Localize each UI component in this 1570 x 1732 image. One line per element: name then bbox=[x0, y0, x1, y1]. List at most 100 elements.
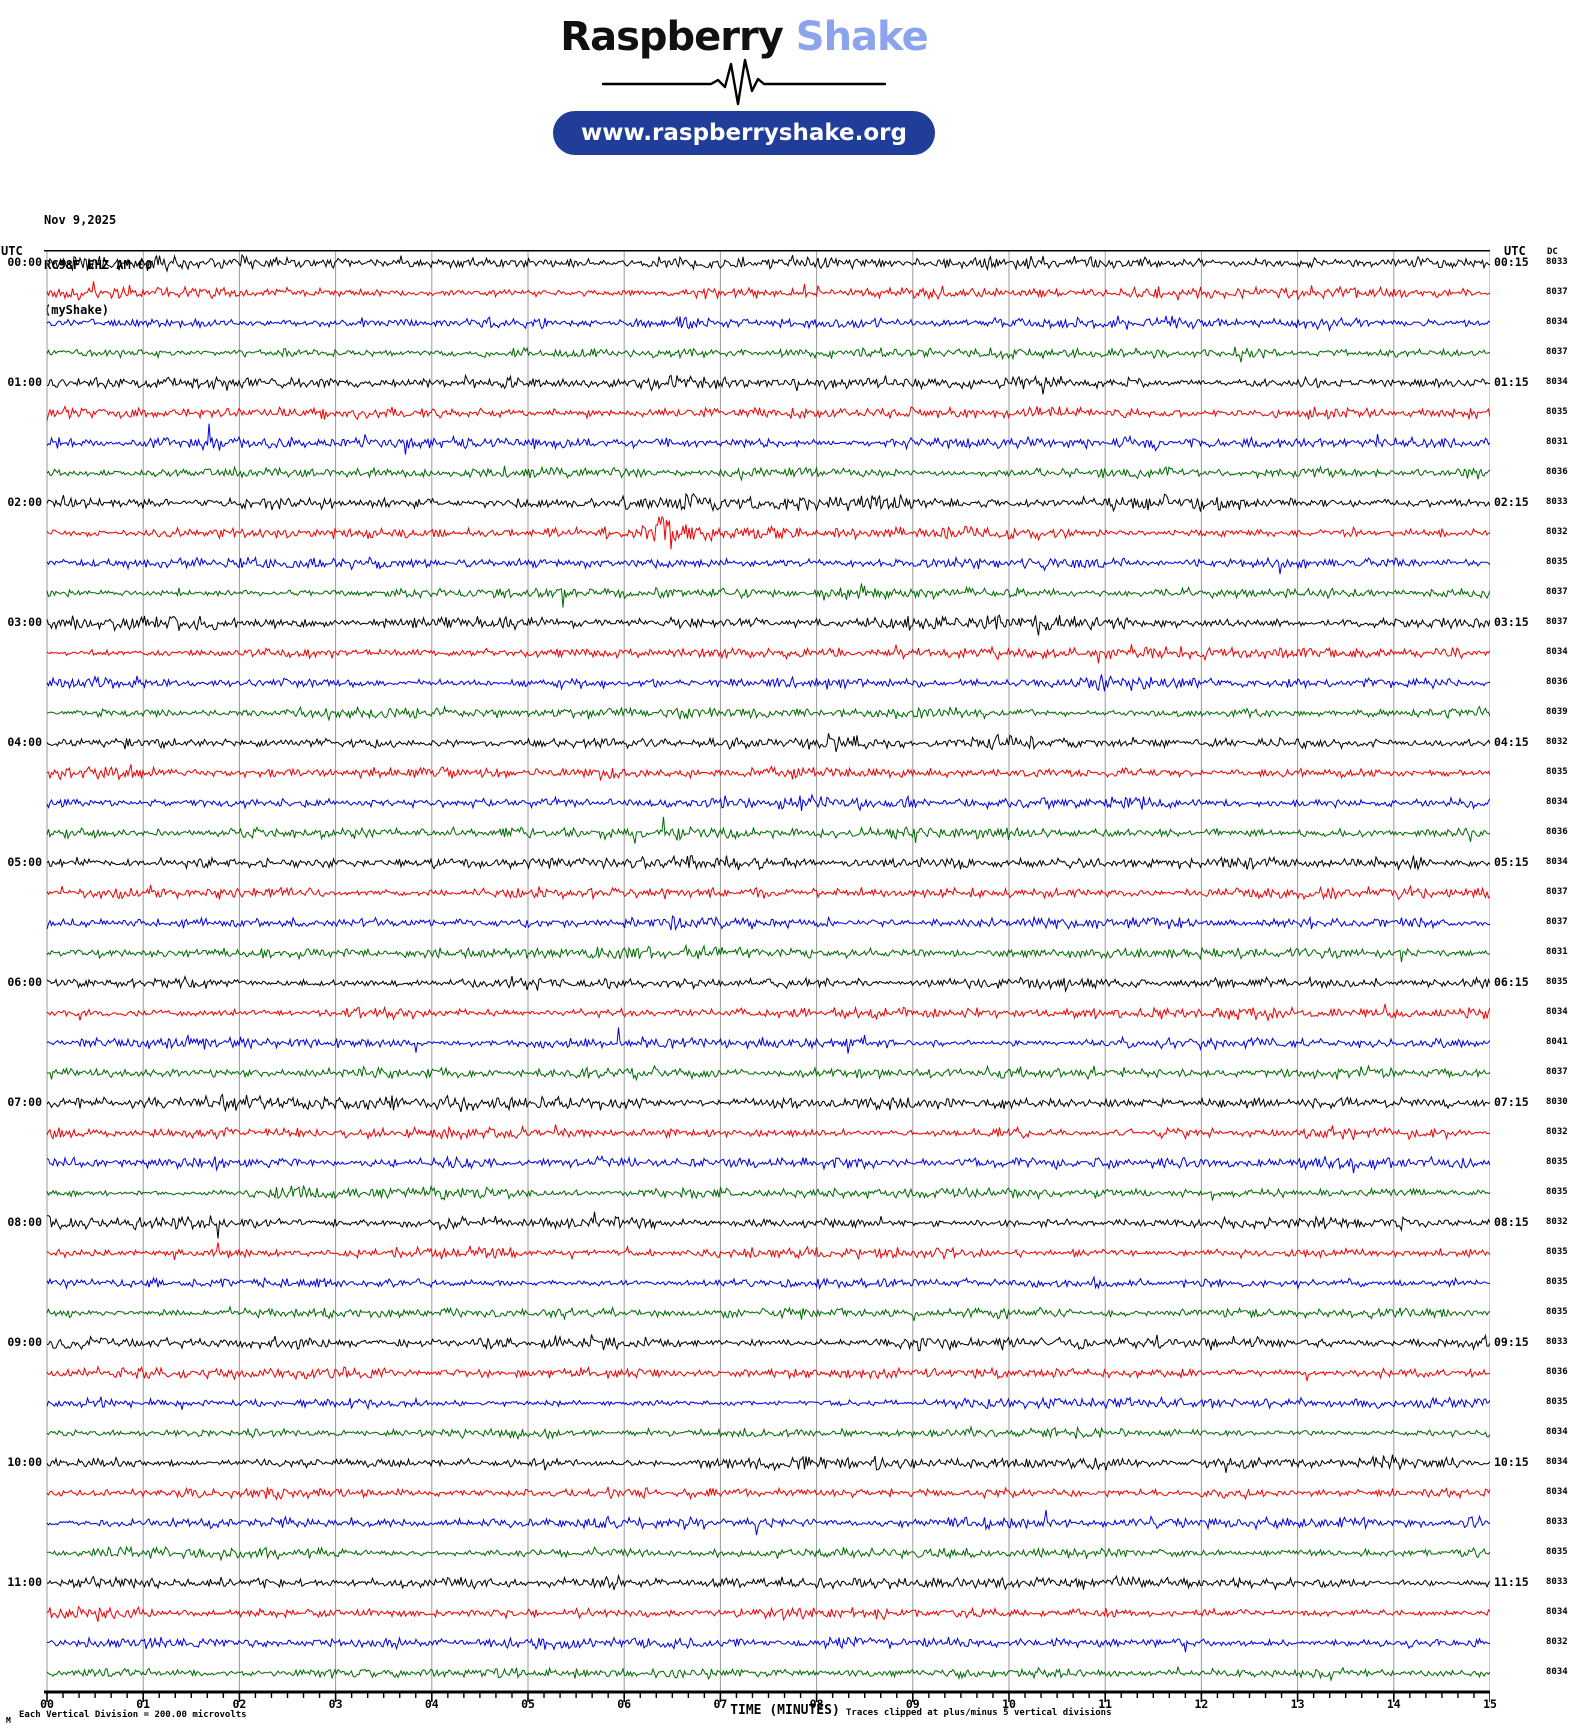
dc-value-row-6: 8031 bbox=[1546, 437, 1568, 447]
clip-note: Traces clipped at plus/minus 5 vertical … bbox=[846, 1708, 1112, 1718]
hour-label-right-07:15: 07:15 bbox=[1494, 1095, 1529, 1109]
hour-label-left-02:00: 02:00 bbox=[7, 495, 42, 509]
trace-row-39 bbox=[46, 1425, 1491, 1441]
dc-value-row-45: 8034 bbox=[1546, 1607, 1568, 1617]
trace-row-21 bbox=[46, 884, 1491, 901]
helicorder-svg bbox=[44, 250, 1491, 1702]
dc-value-row-12: 8037 bbox=[1546, 617, 1568, 627]
minute-label-10: 10 bbox=[1002, 1697, 1016, 1711]
header: Raspberry Shake www.raspberryshake.org bbox=[0, 0, 1488, 155]
dc-value-row-34: 8035 bbox=[1546, 1277, 1568, 1287]
trace-row-14 bbox=[46, 674, 1491, 692]
minute-label-05: 05 bbox=[521, 1697, 535, 1711]
dc-value-row-28: 8030 bbox=[1546, 1097, 1568, 1107]
dc-value-row-44: 8033 bbox=[1546, 1577, 1568, 1587]
hour-label-right-09:15: 09:15 bbox=[1494, 1335, 1529, 1349]
dc-value-row-17: 8035 bbox=[1546, 767, 1568, 777]
trace-row-42 bbox=[46, 1510, 1491, 1536]
trace-row-38 bbox=[46, 1395, 1491, 1411]
minute-label-08: 08 bbox=[809, 1697, 824, 1711]
hour-label-left-00:00: 00:00 bbox=[7, 255, 42, 269]
trace-row-40 bbox=[46, 1454, 1491, 1473]
dc-value-row-41: 8034 bbox=[1546, 1487, 1568, 1497]
trace-row-35 bbox=[46, 1305, 1491, 1321]
hour-label-left-04:00: 04:00 bbox=[7, 735, 42, 749]
dc-value-row-29: 8032 bbox=[1546, 1127, 1568, 1137]
hour-label-right-03:15: 03:15 bbox=[1494, 615, 1529, 629]
trace-row-16 bbox=[46, 733, 1491, 752]
trace-row-29 bbox=[46, 1124, 1491, 1141]
hour-label-right-08:15: 08:15 bbox=[1494, 1215, 1529, 1229]
minute-label-03: 03 bbox=[328, 1697, 343, 1711]
website-link-button[interactable]: www.raspberryshake.org bbox=[553, 111, 935, 155]
dc-value-row-11: 8037 bbox=[1546, 587, 1568, 597]
x-axis-title: TIME (MINUTES) bbox=[730, 1703, 840, 1718]
trace-row-45 bbox=[46, 1605, 1491, 1622]
vertical-division-note: Each Vertical Division = 200.00 microvol… bbox=[19, 1710, 247, 1720]
dc-value-row-46: 8032 bbox=[1546, 1637, 1568, 1647]
dc-value-row-37: 8036 bbox=[1546, 1367, 1568, 1377]
hour-label-right-05:15: 05:15 bbox=[1494, 855, 1529, 869]
trace-row-27 bbox=[46, 1064, 1491, 1082]
trace-row-26 bbox=[46, 1027, 1491, 1054]
logo-text-shake: Shake bbox=[795, 14, 929, 60]
hour-label-right-04:15: 04:15 bbox=[1494, 735, 1529, 749]
dc-value-row-32: 8032 bbox=[1546, 1217, 1568, 1227]
dc-value-row-47: 8034 bbox=[1546, 1667, 1568, 1677]
trace-row-10 bbox=[46, 555, 1491, 575]
trace-row-24 bbox=[46, 975, 1491, 993]
trace-row-47 bbox=[46, 1665, 1491, 1682]
hour-label-left-03:00: 03:00 bbox=[7, 615, 42, 629]
minute-label-01: 01 bbox=[136, 1697, 151, 1711]
dc-value-row-19: 8036 bbox=[1546, 827, 1568, 837]
trace-row-41 bbox=[46, 1486, 1491, 1501]
dc-value-row-8: 8033 bbox=[1546, 497, 1568, 507]
trace-row-32 bbox=[46, 1211, 1491, 1239]
dc-value-row-23: 8031 bbox=[1546, 947, 1568, 957]
dc-value-row-31: 8035 bbox=[1546, 1187, 1568, 1197]
dc-value-row-20: 8034 bbox=[1546, 857, 1568, 867]
dc-value-row-22: 8037 bbox=[1546, 917, 1568, 927]
trace-row-34 bbox=[46, 1275, 1491, 1291]
hour-label-right-10:15: 10:15 bbox=[1494, 1455, 1529, 1469]
trace-row-33 bbox=[46, 1242, 1491, 1261]
utc-header-right: UTC bbox=[1504, 244, 1526, 258]
dc-value-row-33: 8035 bbox=[1546, 1247, 1568, 1257]
trace-row-7 bbox=[46, 465, 1491, 482]
minute-label-06: 06 bbox=[617, 1697, 632, 1711]
trace-row-2 bbox=[46, 315, 1491, 333]
helicorder-plot bbox=[44, 250, 1491, 1706]
hour-label-left-05:00: 05:00 bbox=[7, 855, 42, 869]
trace-row-30 bbox=[46, 1154, 1491, 1174]
hour-label-left-06:00: 06:00 bbox=[7, 975, 42, 989]
minute-label-04: 04 bbox=[424, 1697, 439, 1711]
hour-label-left-08:00: 08:00 bbox=[7, 1215, 42, 1229]
trace-row-1 bbox=[46, 281, 1491, 301]
seismic-waveform-icon bbox=[601, 58, 887, 106]
trace-row-19 bbox=[46, 816, 1491, 844]
station-network: (myShake) bbox=[44, 303, 110, 317]
trace-row-46 bbox=[46, 1635, 1491, 1653]
dc-value-row-4: 8034 bbox=[1546, 377, 1568, 387]
dc-value-row-24: 8035 bbox=[1546, 977, 1568, 987]
trace-row-6 bbox=[46, 423, 1491, 455]
minute-label-15: 15 bbox=[1483, 1697, 1497, 1711]
station-date: Nov 9,2025 bbox=[44, 213, 117, 227]
logo-text-raspberry: Raspberry bbox=[560, 14, 784, 60]
dc-value-row-38: 8035 bbox=[1546, 1397, 1568, 1407]
trace-row-25 bbox=[46, 1003, 1491, 1023]
logo: Raspberry Shake bbox=[0, 16, 1488, 58]
dc-value-row-30: 8035 bbox=[1546, 1157, 1568, 1167]
minute-label-07: 07 bbox=[713, 1697, 728, 1711]
dc-value-row-7: 8036 bbox=[1546, 467, 1568, 477]
minute-label-11: 11 bbox=[1098, 1697, 1113, 1711]
dc-value-row-25: 8034 bbox=[1546, 1007, 1568, 1017]
dc-value-row-35: 8035 bbox=[1546, 1307, 1568, 1317]
trace-row-0 bbox=[46, 253, 1491, 273]
hour-label-right-02:15: 02:15 bbox=[1494, 495, 1529, 509]
dc-value-row-27: 8037 bbox=[1546, 1067, 1568, 1077]
trace-row-5 bbox=[46, 405, 1491, 421]
hour-label-right-06:15: 06:15 bbox=[1494, 975, 1529, 989]
trace-row-44 bbox=[46, 1573, 1491, 1591]
